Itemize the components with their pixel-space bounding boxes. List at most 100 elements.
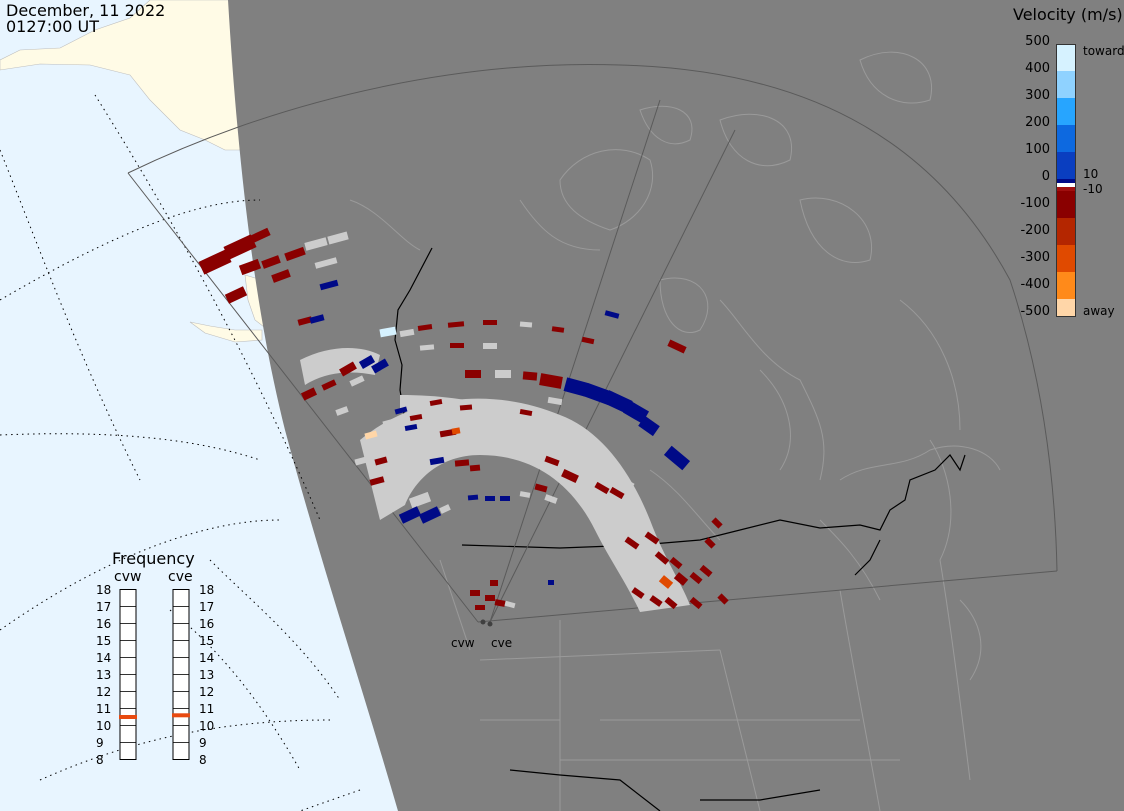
- velocity-cell: [379, 326, 397, 338]
- velocity-cell: [663, 445, 691, 471]
- frequency-level-label: 14: [199, 651, 215, 665]
- borders: [394, 247, 966, 811]
- velocity-cell: [673, 572, 689, 586]
- velocity-cell: [394, 406, 408, 415]
- velocity-cell: [429, 456, 445, 466]
- frequency-level-label: 11: [96, 702, 112, 716]
- velocity-cell: [619, 476, 635, 490]
- coastlines: [349, 51, 1001, 811]
- velocity-cell: [548, 580, 554, 585]
- frequency-level-label: 13: [199, 668, 215, 682]
- daylight-land: [189, 321, 263, 343]
- velocity-cell: [224, 286, 248, 304]
- frequency-level-label: 15: [199, 634, 215, 648]
- velocity-tick-label: -300: [1020, 250, 1050, 265]
- night-region: [228, 0, 1124, 811]
- velocity-cell: [551, 326, 565, 333]
- velocity-cell: [539, 373, 563, 389]
- velocity-cell: [459, 404, 473, 411]
- velocity-cell: [594, 481, 610, 495]
- velocity-cell: [631, 587, 645, 599]
- frequency-level-label: 10: [96, 719, 112, 733]
- velocity-tick-label: 0: [1041, 169, 1050, 184]
- frequency-level-label: 8: [96, 753, 104, 767]
- radar-site-cvw[interactable]: [480, 619, 486, 625]
- velocity-cell: [638, 415, 660, 437]
- velocity-cell: [454, 459, 470, 467]
- velocity-cell: [495, 370, 511, 378]
- velocity-cell: [485, 595, 495, 601]
- frequency-level-label: 9: [199, 736, 207, 750]
- frequency-level-label: 15: [96, 634, 112, 648]
- velocity-cell: [475, 605, 485, 610]
- velocity-cell: [500, 496, 510, 501]
- velocity-tick-label: -500: [1020, 304, 1050, 319]
- radar-site-cve[interactable]: [487, 621, 493, 627]
- frequency-level-label: 9: [96, 736, 104, 750]
- velocity-colorbar: [1056, 44, 1076, 317]
- velocity-cell: [504, 600, 516, 609]
- velocity-cell: [603, 390, 633, 414]
- velocity-cell: [465, 370, 481, 378]
- velocity-cell: [519, 408, 533, 417]
- velocity-cell: [391, 448, 407, 458]
- velocity-cell: [404, 423, 418, 432]
- velocity-cell: [561, 468, 579, 484]
- velocity-tick-label: 500: [1025, 34, 1050, 49]
- velocity-cell: [563, 377, 589, 397]
- velocity-cell: [667, 339, 687, 354]
- velocity-legend-title: Velocity (m/s): [1013, 5, 1123, 24]
- velocity-cell: [300, 387, 318, 401]
- away-label: away: [1083, 304, 1115, 318]
- frequency-marker-cvw: [119, 715, 137, 719]
- velocity-cell: [622, 400, 650, 424]
- velocity-cell: [704, 537, 716, 549]
- velocity-cell: [364, 430, 378, 440]
- frequency-radar-label: cvw: [114, 569, 142, 585]
- velocity-cell: [349, 375, 365, 387]
- velocity-cell: [314, 257, 338, 269]
- frequency-level-label: 8: [199, 753, 207, 767]
- velocity-cell: [547, 396, 563, 406]
- velocity-cell: [238, 258, 262, 276]
- velocity-cell: [339, 361, 357, 377]
- velocity-cell: [335, 406, 349, 416]
- frequency-level-label: 11: [199, 702, 215, 716]
- velocity-cells: [198, 227, 729, 610]
- site-label: cve: [491, 636, 513, 650]
- frequency-marker-cve: [172, 713, 190, 718]
- velocity-cell: [478, 405, 492, 410]
- velocity-tick-label: -200: [1020, 223, 1050, 238]
- velocity-cell: [490, 580, 498, 586]
- velocity-cell: [327, 231, 349, 245]
- velocity-cell: [649, 595, 663, 607]
- velocity-cell: [494, 599, 506, 607]
- neg-threshold-label: -10: [1083, 182, 1103, 196]
- velocity-cell: [470, 590, 480, 596]
- velocity-cell: [409, 450, 425, 460]
- velocity-cell: [467, 494, 479, 501]
- velocity-cell: [261, 255, 281, 269]
- velocity-cell: [519, 491, 531, 498]
- velocity-cell: [247, 227, 271, 245]
- velocity-cell: [304, 237, 328, 251]
- velocity-cell: [284, 246, 306, 262]
- velocity-cell: [319, 279, 339, 291]
- velocity-tick-label: 400: [1025, 61, 1050, 76]
- date-label: December, 11 2022: [6, 1, 166, 20]
- velocity-cell: [717, 593, 729, 605]
- velocity-cell: [223, 234, 257, 260]
- velocity-tick-label: -400: [1020, 277, 1050, 292]
- velocity-cell: [522, 371, 538, 381]
- velocity-cell: [369, 476, 385, 486]
- pos-threshold-label: 10: [1083, 167, 1099, 181]
- velocity-cell: [444, 404, 460, 411]
- time-label: 0127:00 UT: [6, 17, 100, 36]
- velocity-cell: [399, 328, 415, 338]
- frequency-column-cvw: [119, 589, 137, 760]
- velocity-cell: [483, 343, 497, 349]
- frequency-level-label: 12: [96, 685, 112, 699]
- velocity-cell: [418, 506, 442, 524]
- velocity-cell: [644, 531, 660, 545]
